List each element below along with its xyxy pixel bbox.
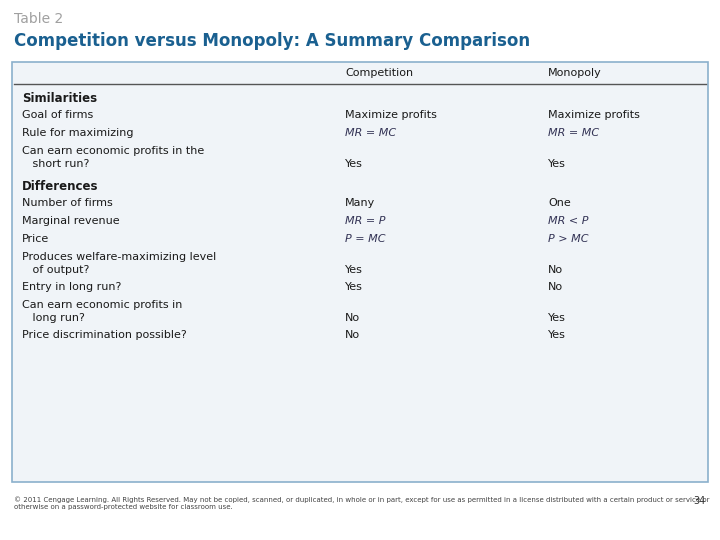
Text: Can earn economic profits in the: Can earn economic profits in the bbox=[22, 146, 204, 156]
Text: MR < P: MR < P bbox=[548, 216, 588, 226]
Text: long run?: long run? bbox=[22, 313, 85, 323]
Text: Many: Many bbox=[345, 198, 375, 208]
Text: short run?: short run? bbox=[22, 159, 89, 169]
Text: Similarities: Similarities bbox=[22, 92, 97, 105]
Text: Yes: Yes bbox=[548, 330, 566, 340]
Text: Yes: Yes bbox=[548, 159, 566, 169]
Text: Maximize profits: Maximize profits bbox=[548, 110, 640, 120]
Text: Marginal revenue: Marginal revenue bbox=[22, 216, 120, 226]
Text: Yes: Yes bbox=[345, 265, 363, 275]
Text: No: No bbox=[345, 330, 360, 340]
Text: Entry in long run?: Entry in long run? bbox=[22, 282, 122, 292]
Text: One: One bbox=[548, 198, 571, 208]
Text: Competition: Competition bbox=[345, 68, 413, 78]
Text: © 2011 Cengage Learning. All Rights Reserved. May not be copied, scanned, or dup: © 2011 Cengage Learning. All Rights Rese… bbox=[14, 496, 709, 510]
Text: Rule for maximizing: Rule for maximizing bbox=[22, 128, 133, 138]
Text: Competition versus Monopoly: A Summary Comparison: Competition versus Monopoly: A Summary C… bbox=[14, 32, 530, 50]
Text: Table 2: Table 2 bbox=[14, 12, 63, 26]
Text: Price discrimination possible?: Price discrimination possible? bbox=[22, 330, 186, 340]
Text: 34: 34 bbox=[694, 496, 706, 506]
Text: Number of firms: Number of firms bbox=[22, 198, 113, 208]
Text: Yes: Yes bbox=[345, 282, 363, 292]
Text: MR = P: MR = P bbox=[345, 216, 385, 226]
Text: Goal of firms: Goal of firms bbox=[22, 110, 94, 120]
Text: Maximize profits: Maximize profits bbox=[345, 110, 437, 120]
Text: Monopoly: Monopoly bbox=[548, 68, 602, 78]
Text: Yes: Yes bbox=[548, 313, 566, 323]
Text: MR = MC: MR = MC bbox=[345, 128, 396, 138]
Text: No: No bbox=[548, 265, 563, 275]
Text: No: No bbox=[548, 282, 563, 292]
Text: Price: Price bbox=[22, 234, 49, 244]
Text: Can earn economic profits in: Can earn economic profits in bbox=[22, 300, 182, 310]
Text: P > MC: P > MC bbox=[548, 234, 588, 244]
Text: Differences: Differences bbox=[22, 180, 99, 193]
Text: MR = MC: MR = MC bbox=[548, 128, 599, 138]
Text: Produces welfare-maximizing level: Produces welfare-maximizing level bbox=[22, 252, 216, 262]
Text: P = MC: P = MC bbox=[345, 234, 385, 244]
Text: No: No bbox=[345, 313, 360, 323]
Text: of output?: of output? bbox=[22, 265, 89, 275]
FancyBboxPatch shape bbox=[12, 62, 708, 482]
Text: Yes: Yes bbox=[345, 159, 363, 169]
